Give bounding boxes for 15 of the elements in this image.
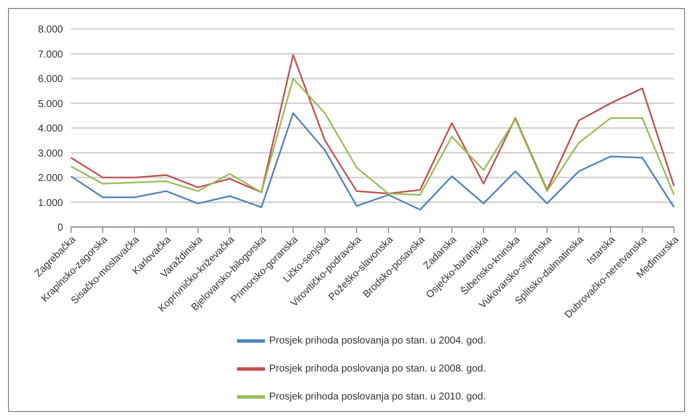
y-tick-label: 6.000 [38, 74, 64, 86]
y-tick-label: 4.000 [38, 124, 64, 135]
y-tick-label: 0 [57, 222, 64, 234]
legend-label: Prosjek prihoda poslovanja po stan. u 2010. god. [269, 392, 486, 403]
y-tick-label: 3.000 [38, 148, 64, 160]
y-tick-label: 7.000 [38, 49, 64, 60]
legend-label: Prosjek prihoda poslovanja po stan. u 2004. god. [269, 336, 486, 347]
y-tick-label: 5.000 [38, 98, 64, 110]
y-tick-label: 2.000 [38, 173, 64, 184]
line-series [70, 54, 675, 194]
line-series [70, 78, 675, 196]
y-tick-label: 1.000 [38, 198, 64, 209]
y-tick-label: 8.000 [38, 24, 64, 36]
legend-label: Prosjek prihoda poslovanja po stan. u 2008. god. [269, 364, 486, 375]
line-series [70, 112, 675, 210]
